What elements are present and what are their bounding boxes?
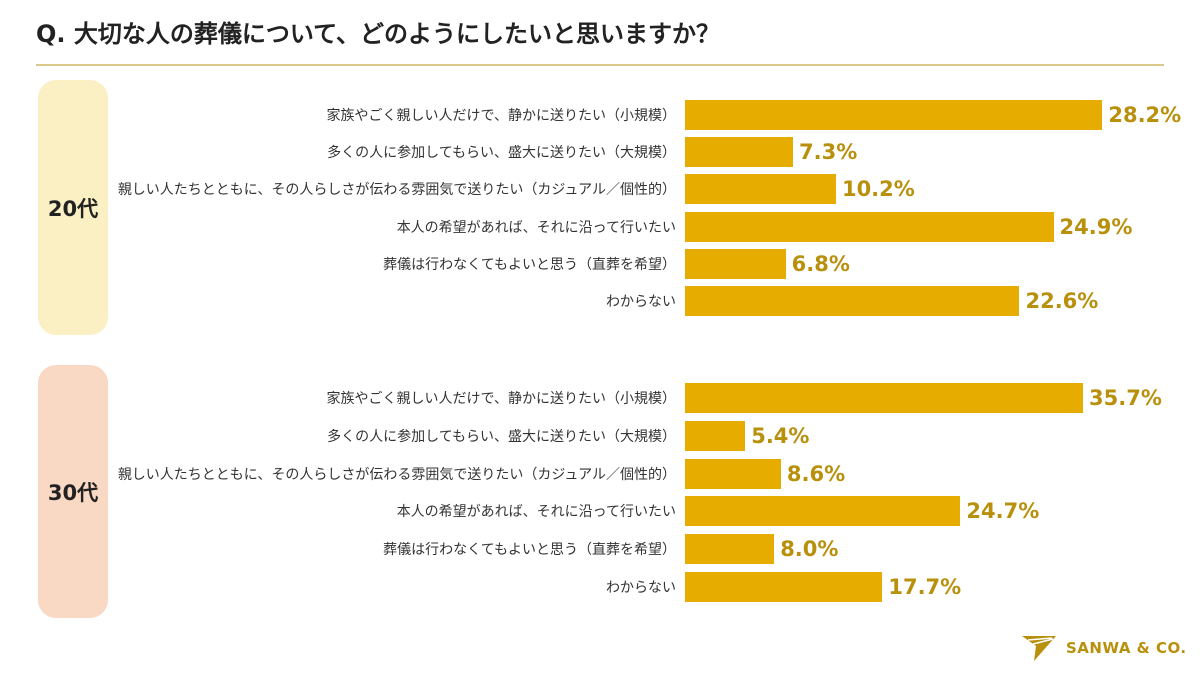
paper-plane-icon xyxy=(1022,636,1056,661)
category-label: 多くの人に参加してもらい、盛大に送りたい（大規模） xyxy=(327,428,676,445)
logo-text: SANWA & CO. xyxy=(1066,639,1187,657)
value-label: 22.6% xyxy=(1025,289,1099,313)
bar xyxy=(685,174,836,205)
chart-title: Q. 大切な人の葬儀について、どのようにしたいと思いますか？ xyxy=(36,20,720,48)
category-label: 本人の希望があれば、それに沿って行いたい xyxy=(396,219,676,236)
bar xyxy=(685,383,1084,413)
bar xyxy=(685,211,1054,242)
value-label: 24.9% xyxy=(1059,214,1133,239)
category-label: 本人の希望があれば、それに沿って行いたい xyxy=(396,504,676,521)
bar xyxy=(685,248,786,279)
category-label: 親しい人たちとともに、その人らしさが伝わる雰囲気で送りたい（カジュアル／個性的） xyxy=(117,182,676,199)
value-label: 24.7% xyxy=(966,499,1040,524)
value-label: 28.2% xyxy=(1108,103,1182,127)
value-label: 6.8% xyxy=(791,251,850,276)
value-label: 8.6% xyxy=(786,461,846,486)
category-label: わからない xyxy=(606,580,676,596)
bar xyxy=(685,458,781,489)
category-label: 家族やごく親しい人だけで、静かに送りたい（小規模） xyxy=(326,391,676,407)
logo: SANWA & CO. xyxy=(1022,634,1187,662)
group-label: 20代 xyxy=(38,80,108,335)
category-label: 葬儀は行わなくてもよいと思う（直葬を希望） xyxy=(383,542,676,559)
value-label: 35.7% xyxy=(1089,386,1162,410)
bar xyxy=(685,137,794,168)
bar xyxy=(685,534,775,565)
value-label: 8.0% xyxy=(780,537,839,562)
value-label: 5.4% xyxy=(751,423,810,448)
category-label: 葬儀は行わなくてもよいと思う（直葬を希望） xyxy=(383,256,676,273)
bar xyxy=(685,496,961,527)
value-label: 10.2% xyxy=(841,177,915,202)
bar xyxy=(685,286,1020,316)
category-label: 多くの人に参加してもらい、盛大に送りたい（大規模） xyxy=(327,145,676,162)
title-divider xyxy=(36,64,1164,66)
value-label: 17.7% xyxy=(888,575,962,599)
value-label: 7.3% xyxy=(799,140,858,165)
category-label: 家族やごく親しい人だけで、静かに送りたい（小規模） xyxy=(326,108,676,124)
category-label: わからない xyxy=(606,294,676,310)
group-label: 30代 xyxy=(38,365,108,618)
bar xyxy=(685,100,1103,130)
bar xyxy=(685,572,883,602)
bar xyxy=(685,420,746,451)
category-label: 親しい人たちとともに、その人らしさが伝わる雰囲気で送りたい（カジュアル／個性的） xyxy=(117,466,676,483)
